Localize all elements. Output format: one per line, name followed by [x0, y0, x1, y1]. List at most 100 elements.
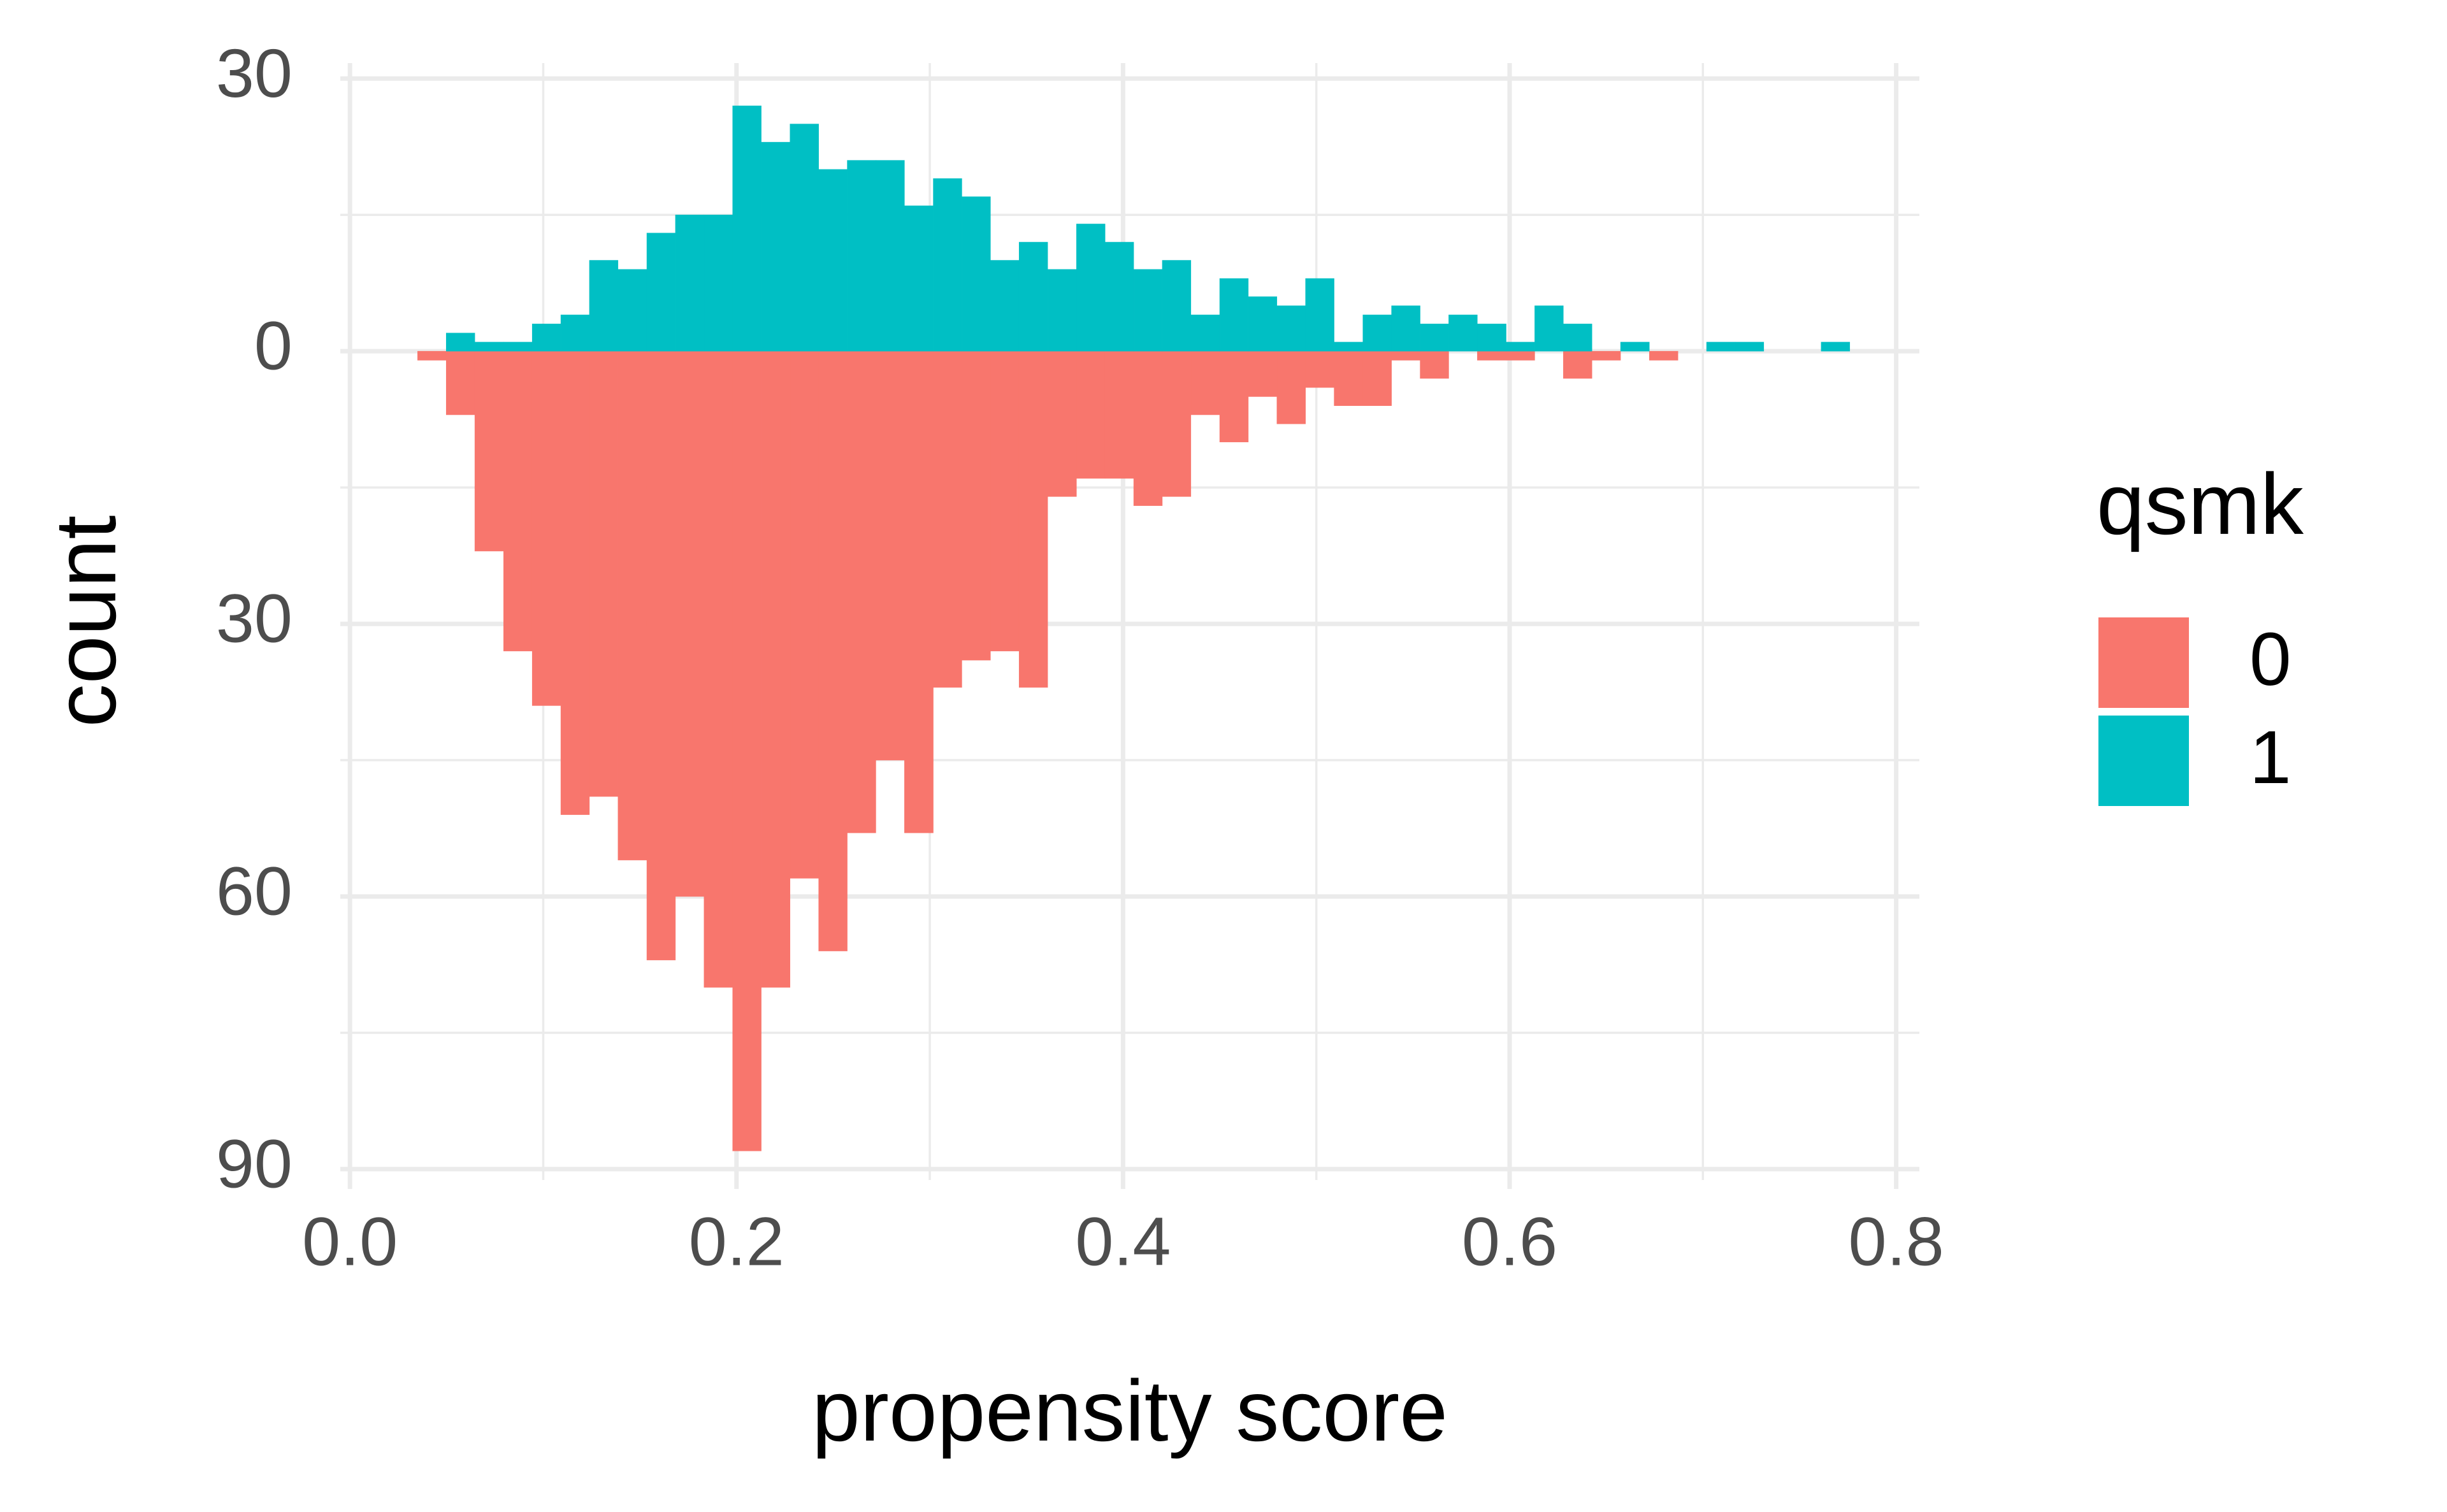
histogram-bar — [1276, 350, 1306, 424]
histogram-bar — [1248, 350, 1278, 397]
histogram-bar — [876, 160, 905, 352]
histogram-bar — [646, 350, 676, 961]
histogram-bar — [1477, 324, 1506, 352]
histogram-bar — [1047, 350, 1077, 497]
x-tick-label: 0.6 — [1462, 1203, 1557, 1280]
histogram-bar — [704, 214, 733, 352]
histogram-bar — [1506, 350, 1535, 361]
histogram-bar — [904, 205, 934, 352]
labels: 0.0 0.2 0.4 0.6 0.8 30 0 30 60 90 — [216, 34, 1944, 1280]
histogram-bar — [1735, 342, 1765, 352]
histogram-bar — [732, 105, 762, 352]
legend-label: 0 — [2249, 617, 2292, 702]
histogram-bar — [1133, 350, 1163, 506]
histogram-bar — [962, 196, 991, 352]
histogram-bar — [1248, 296, 1278, 352]
bars — [417, 105, 1851, 1151]
histogram-bar — [1190, 350, 1220, 415]
histogram-bar — [1649, 350, 1678, 361]
histogram-bar — [1219, 350, 1249, 443]
histogram-bar — [847, 160, 876, 352]
histogram-bar — [1219, 278, 1249, 352]
histogram-bar — [1334, 350, 1364, 406]
histogram-bar — [675, 350, 705, 897]
histogram-bar — [904, 350, 934, 833]
legend-key — [2098, 617, 2189, 708]
histogram-bar — [1076, 350, 1106, 479]
x-tick-label: 0.2 — [689, 1203, 784, 1280]
y-tick-label: 60 — [216, 853, 292, 930]
histogram-bar — [761, 141, 791, 352]
histogram-bar — [1420, 324, 1449, 352]
histogram-bar — [1391, 305, 1420, 352]
histogram-bar — [876, 350, 905, 761]
histogram-bar — [1391, 350, 1420, 361]
histogram-bar — [990, 350, 1020, 652]
histogram-bar — [1133, 269, 1163, 352]
histogram-bar — [1018, 350, 1048, 688]
histogram-bar — [617, 269, 647, 352]
histogram-bar — [1104, 241, 1134, 352]
histogram-bar — [933, 350, 962, 688]
histogram-bar — [1420, 350, 1449, 379]
histogram-bar — [1018, 241, 1048, 352]
histogram-bar — [531, 350, 561, 706]
histogram-bar — [1104, 350, 1134, 479]
histogram-bar — [704, 350, 733, 988]
histogram-bar — [445, 350, 475, 415]
histogram-bar — [1076, 224, 1106, 352]
x-tick-label: 0.0 — [302, 1203, 398, 1280]
histogram-bar — [617, 350, 647, 861]
histogram-bar — [1362, 314, 1392, 352]
y-tick-label: 0 — [254, 307, 292, 384]
histogram-bar — [474, 350, 504, 552]
histogram-bar — [1620, 342, 1650, 352]
histogram-bar — [560, 314, 590, 352]
x-tick-label: 0.8 — [1849, 1203, 1944, 1280]
histogram-bar — [1477, 350, 1506, 361]
histogram-bar — [790, 124, 819, 352]
histogram-bar — [1162, 260, 1192, 352]
histogram-bar — [646, 233, 676, 352]
histogram-bar — [761, 350, 791, 988]
histogram-bar — [818, 169, 848, 352]
histogram-bar — [1563, 324, 1592, 352]
histogram-bar — [1162, 350, 1192, 497]
histogram-bar — [1305, 278, 1334, 352]
legend-key — [2098, 716, 2189, 806]
x-tick-label: 0.4 — [1075, 1203, 1171, 1280]
histogram-bar — [503, 342, 533, 352]
histogram-bar — [417, 350, 447, 361]
histogram-bar — [1534, 305, 1564, 352]
histogram-bar — [933, 178, 962, 352]
histogram-bar — [732, 350, 762, 1151]
histogram-bar — [1047, 269, 1077, 352]
histogram-bar — [1190, 314, 1220, 352]
y-tick-label: 90 — [216, 1125, 292, 1202]
histogram-bar — [589, 350, 619, 797]
histogram-bar — [675, 214, 705, 352]
histogram-bar — [1591, 350, 1621, 361]
histogram-bar — [1305, 350, 1334, 388]
histogram-bar — [1706, 342, 1736, 352]
histogram-bar — [1276, 305, 1306, 352]
legend-title: qsmk — [2097, 456, 2304, 552]
histogram-bar — [531, 324, 561, 352]
histogram-bar — [560, 350, 590, 815]
histogram-bar — [1506, 342, 1535, 352]
histogram-bar — [503, 350, 533, 652]
histogram-bar — [1563, 350, 1592, 379]
histogram-bar — [589, 260, 619, 352]
y-tick-label: 30 — [216, 580, 292, 657]
histogram-bar — [1448, 314, 1478, 352]
histogram-bar — [818, 350, 848, 951]
x-axis-title: propensity score — [812, 1362, 1448, 1459]
histogram-bar — [990, 260, 1020, 352]
y-tick-label: 30 — [216, 34, 292, 112]
legend: 01 — [2098, 617, 2292, 806]
histogram-bar — [474, 342, 504, 352]
histogram-bar — [962, 350, 991, 661]
histogram-bar — [445, 333, 475, 352]
